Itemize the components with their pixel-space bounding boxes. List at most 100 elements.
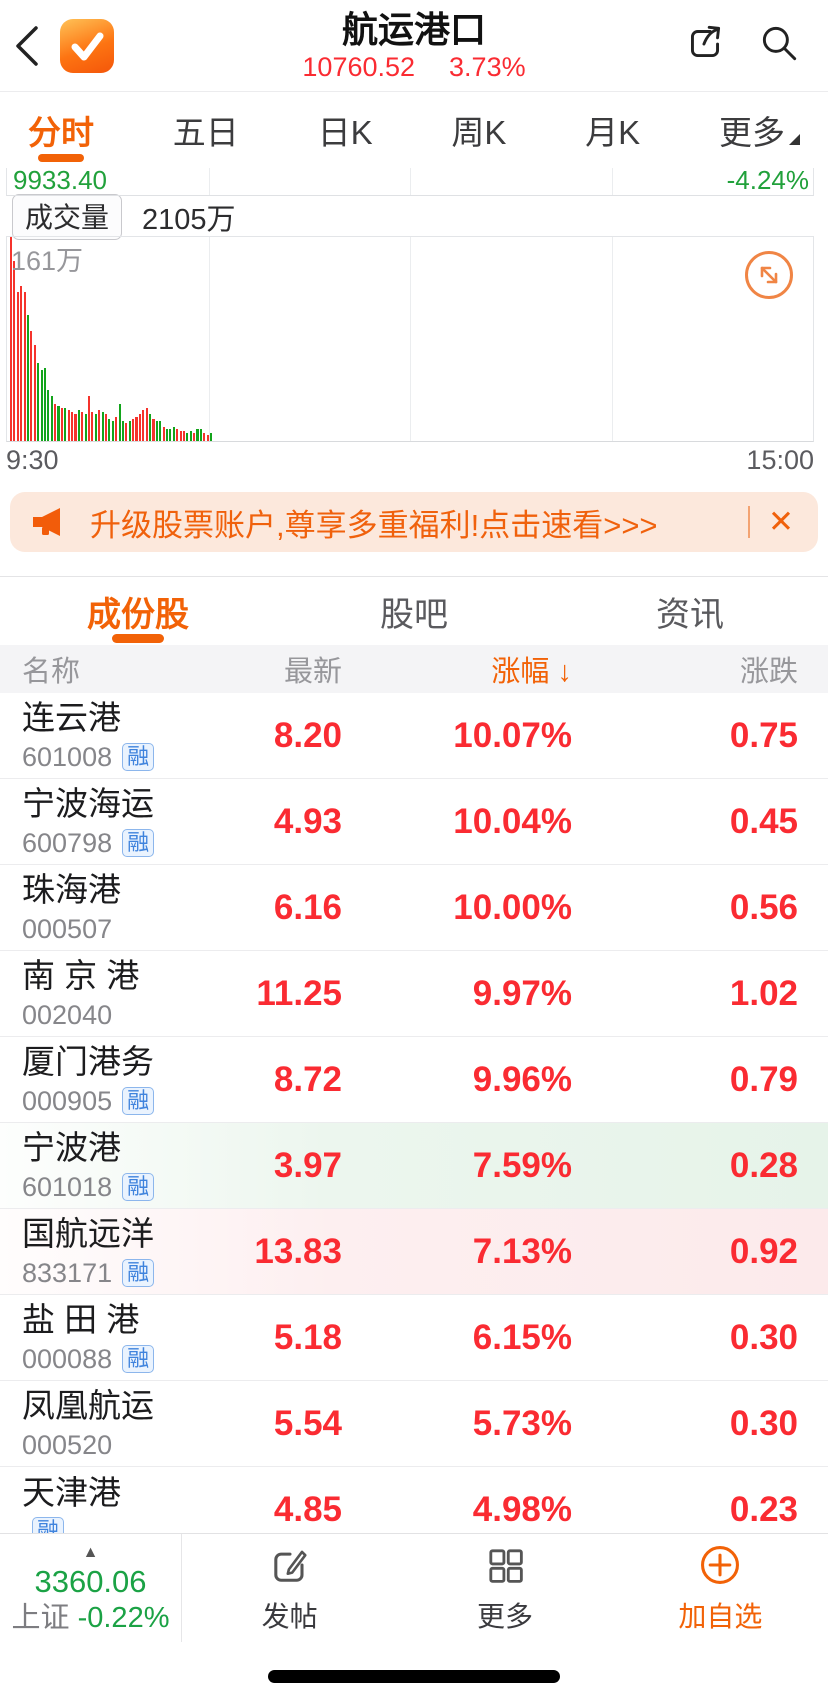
time-axis: 9:30 15:00 [6, 442, 814, 478]
stock-change: 0.56 [729, 887, 798, 927]
volume-bar [74, 414, 77, 441]
share-button[interactable] [682, 20, 728, 71]
chevron-left-icon [16, 25, 38, 66]
promo-banner[interactable]: 升级股票账户,尊享多重福利!点击速看>>> ✕ [10, 492, 818, 552]
tab-news[interactable]: 资讯 [656, 595, 724, 634]
volume-bar [30, 330, 33, 441]
stock-code: 000905 [22, 1085, 113, 1116]
tab-constituents[interactable]: 成份股 [0, 577, 276, 645]
tab-weekly-k[interactable]: 周K [451, 114, 507, 151]
expand-arrows-icon [760, 266, 778, 284]
pct-axis-low: -4.24% [726, 168, 809, 195]
volume-bar [47, 390, 50, 441]
tab-forum[interactable]: 股吧 [380, 595, 448, 634]
volume-bar [189, 430, 192, 441]
stock-code: 833171 [22, 1257, 113, 1288]
expand-chart-button[interactable] [745, 251, 793, 299]
plus-circle-icon [701, 1546, 740, 1584]
header-change[interactable]: 涨跌 [739, 656, 798, 688]
volume-bar [118, 404, 121, 441]
more-button[interactable]: 更多 [397, 1534, 612, 1642]
search-icon [762, 26, 797, 61]
tab-monthly-k[interactable]: 月K [585, 114, 641, 151]
volume-bar [155, 420, 158, 441]
add-watchlist-button[interactable]: 加自选 [613, 1534, 828, 1642]
table-row[interactable]: 国航远洋 833171 融 13.83 7.13% 0.92 [0, 1209, 828, 1295]
stock-pct: 7.59% [472, 1145, 572, 1185]
table-row[interactable]: 宁波海运 600798 融 4.93 10.04% 0.45 [0, 779, 828, 865]
margin-badge: 融 [122, 1259, 155, 1287]
stock-name: 宁波港 [22, 1128, 121, 1166]
price-axis-low: 9933.40 [13, 168, 107, 195]
margin-badge: 融 [122, 743, 155, 771]
post-button[interactable]: 发帖 [182, 1534, 397, 1642]
stock-price: 13.83 [254, 1231, 342, 1271]
megaphone-icon [33, 508, 60, 536]
stock-name: 南 京 港 [22, 956, 140, 994]
header-pct-sorted[interactable]: 涨幅 ↓ [491, 656, 572, 688]
stock-price: 5.18 [273, 1317, 342, 1357]
back-button[interactable] [0, 0, 60, 92]
volume-bars [10, 237, 213, 441]
table-row[interactable]: 连云港 601008 融 8.20 10.07% 0.75 [0, 693, 828, 779]
stock-name: 盐 田 港 [22, 1300, 140, 1338]
bottom-bar: ▲ 3360.06 上证 -0.22% 发帖 [0, 1533, 828, 1699]
margin-badge: 融 [122, 1087, 155, 1115]
volume-bar [37, 363, 40, 441]
stock-price: 3.97 [273, 1145, 342, 1185]
stock-price: 4.85 [273, 1489, 342, 1529]
stock-name: 天津港 [22, 1474, 121, 1511]
close-banner-button[interactable]: ✕ [768, 504, 794, 539]
table-row[interactable]: 南 京 港 002040 11.25 9.97% 1.02 [0, 951, 828, 1037]
volume-chart[interactable]: 161万 [6, 236, 814, 442]
stock-name: 国航远洋 [22, 1214, 154, 1252]
margin-badge: 融 [122, 1345, 155, 1373]
volume-bar [50, 396, 53, 441]
tab-five-day[interactable]: 五日 [172, 114, 239, 151]
stock-price: 6.16 [273, 887, 342, 927]
active-tab-underline [112, 634, 164, 643]
volume-bar [142, 410, 145, 441]
tab-minute[interactable]: 分时 [28, 92, 94, 168]
header-price[interactable]: 最新 [283, 656, 342, 688]
gridline [611, 168, 613, 195]
volume-bar [132, 418, 135, 441]
post-label: 发帖 [261, 1601, 318, 1632]
volume-bar [23, 292, 26, 441]
volume-bar [26, 314, 30, 441]
section-tab-bar: 成份股 股吧 资讯 [0, 577, 828, 645]
price-chart-clipped[interactable]: 9933.40 -4.24% [6, 168, 814, 196]
stock-change: 0.92 [729, 1231, 798, 1271]
volume-indicator-badge[interactable]: 成交量 [12, 194, 123, 240]
volume-bar [81, 412, 84, 441]
home-indicator[interactable] [268, 1670, 560, 1683]
stock-pct: 7.13% [472, 1231, 572, 1271]
table-row[interactable]: 凤凰航运 000520 5.54 5.73% 0.30 [0, 1381, 828, 1467]
search-button[interactable] [756, 20, 802, 71]
volume-bar [33, 345, 36, 441]
table-row[interactable]: 盐 田 港 000088 融 5.18 6.15% 0.30 [0, 1295, 828, 1381]
table-row[interactable]: 珠海港 000507 6.16 10.00% 0.56 [0, 865, 828, 951]
market-index-button[interactable]: ▲ 3360.06 上证 -0.22% [0, 1534, 182, 1642]
stock-pct: 5.73% [472, 1403, 572, 1443]
volume-bar [138, 414, 141, 441]
volume-bar [182, 430, 186, 441]
stock-pct: 10.04% [453, 801, 572, 841]
volume-bar [176, 428, 179, 441]
tab-more[interactable]: 更多 [719, 92, 800, 168]
volume-bar [193, 432, 196, 441]
stock-code: 600798 [22, 827, 113, 858]
table-row[interactable]: 厦门港务 000905 融 8.72 9.96% 0.79 [0, 1037, 828, 1123]
volume-bar [149, 414, 152, 441]
volume-bar [104, 414, 108, 441]
volume-bar [186, 432, 189, 441]
stock-name: 厦门港务 [22, 1042, 154, 1080]
stock-pct: 9.97% [472, 973, 572, 1013]
share-icon [690, 25, 721, 58]
tab-daily-k[interactable]: 日K [317, 114, 373, 151]
volume-bar [16, 292, 19, 441]
table-row[interactable]: 宁波港 601018 融 3.97 7.59% 0.28 [0, 1123, 828, 1209]
volume-bar [67, 410, 70, 441]
app-logo-icon[interactable] [60, 18, 114, 73]
